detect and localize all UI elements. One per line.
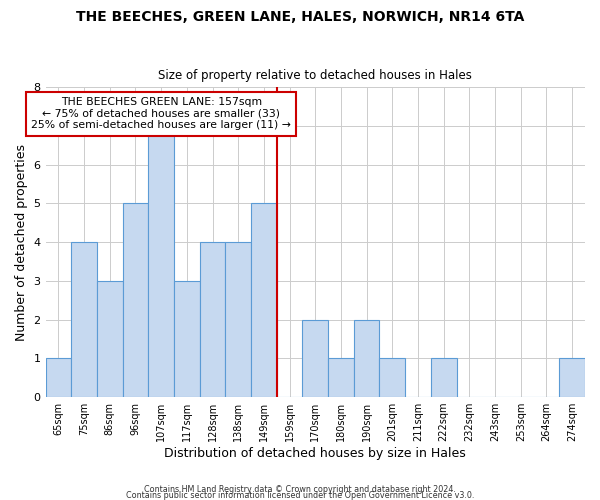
Bar (431, 358, 457, 397)
Bar (559, 358, 585, 397)
Text: THE BEECHES GREEN LANE: 157sqm
← 75% of detached houses are smaller (33)
25% of : THE BEECHES GREEN LANE: 157sqm ← 75% of … (31, 97, 291, 130)
Title: Size of property relative to detached houses in Hales: Size of property relative to detached ho… (158, 69, 472, 82)
Text: Contains HM Land Registry data © Crown copyright and database right 2024.: Contains HM Land Registry data © Crown c… (144, 485, 456, 494)
Bar (251, 204, 277, 397)
Bar (174, 281, 200, 397)
Bar (122, 204, 148, 397)
Bar (148, 126, 174, 397)
Bar (328, 358, 354, 397)
Bar (97, 281, 122, 397)
X-axis label: Distribution of detached houses by size in Hales: Distribution of detached houses by size … (164, 447, 466, 460)
Text: Contains public sector information licensed under the Open Government Licence v3: Contains public sector information licen… (126, 491, 474, 500)
Text: THE BEECHES, GREEN LANE, HALES, NORWICH, NR14 6TA: THE BEECHES, GREEN LANE, HALES, NORWICH,… (76, 10, 524, 24)
Bar (354, 320, 379, 397)
Bar (46, 358, 71, 397)
Y-axis label: Number of detached properties: Number of detached properties (15, 144, 28, 340)
Bar (302, 320, 328, 397)
Bar (71, 242, 97, 397)
Bar (200, 242, 226, 397)
Bar (379, 358, 405, 397)
Bar (226, 242, 251, 397)
